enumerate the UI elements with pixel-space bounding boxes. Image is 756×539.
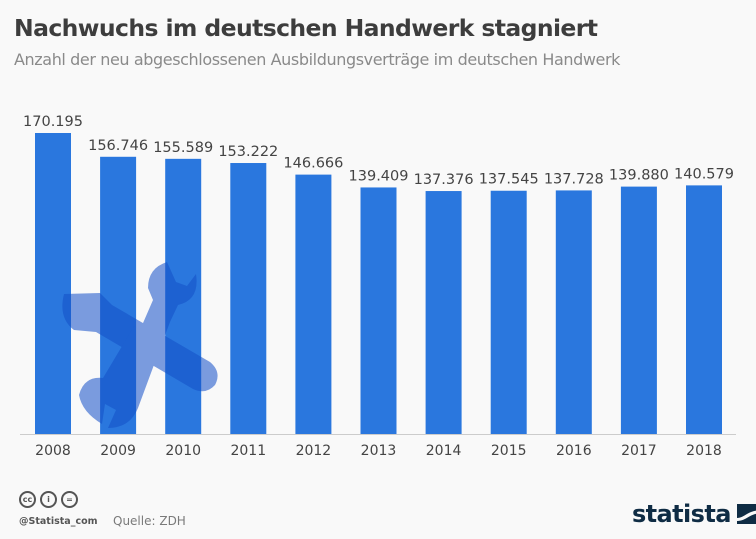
value-labels: 170.195 156.746 155.589 153.222 146.666 139.4… — [23, 114, 734, 188]
x-tick-label-2010: 2010 — [165, 443, 201, 459]
x-tick-label-2008: 2008 — [35, 443, 71, 459]
x-tick-label-2014: 2014 — [426, 443, 462, 459]
bar-chart: 2008 2009 2010 2011 2012 2013 2014 2015 2016 2017… — [20, 114, 736, 459]
value-label-2010: 155.589 — [153, 140, 213, 156]
x-axis-labels: 2008 2009 2010 2011 2012 2013 2014 2015 2016 2017… — [35, 443, 722, 459]
value-label-2014: 137.376 — [414, 172, 474, 188]
bar-2018 — [686, 185, 722, 434]
chart-subtitle: Anzahl der neu abgeschlossenen Ausbildun… — [14, 50, 621, 69]
value-label-2018: 140.579 — [674, 166, 734, 182]
cc-icon: cc — [19, 491, 36, 508]
x-tick-label-2011: 2011 — [230, 443, 266, 459]
x-tick-label-2009: 2009 — [100, 443, 136, 459]
x-tick-label-2013: 2013 — [361, 443, 397, 459]
x-tick-label-2016: 2016 — [556, 443, 592, 459]
statista-logo[interactable]: statista — [632, 502, 756, 526]
value-label-2017: 139.880 — [609, 168, 669, 184]
bar-2008 — [35, 133, 71, 434]
value-label-2013: 139.409 — [349, 168, 409, 184]
bar-2012 — [295, 174, 332, 435]
value-label-2008: 170.195 — [23, 114, 83, 130]
statista-handle[interactable]: @Statista_com — [19, 516, 98, 527]
bar-2014 — [425, 191, 462, 434]
x-tick-label-2012: 2012 — [296, 443, 332, 459]
bar-2016 — [555, 190, 592, 434]
value-label-2009: 156.746 — [88, 138, 148, 154]
statista-logo-icon — [736, 504, 756, 524]
value-label-2016: 137.728 — [544, 171, 604, 187]
attribution-icon: i — [40, 491, 57, 508]
bar-2015 — [490, 190, 527, 434]
value-label-2015: 137.545 — [479, 172, 539, 188]
license-icons: cc i = — [19, 491, 78, 508]
value-label-2012: 146.666 — [283, 156, 343, 172]
bar-2017 — [620, 186, 657, 434]
statista-logo-text: statista — [632, 500, 731, 528]
source-label: Quelle: ZDH — [113, 514, 186, 528]
x-tick-label-2017: 2017 — [621, 443, 657, 459]
wrench-and-screwdriver-icon — [62, 262, 218, 428]
x-tick-label-2015: 2015 — [491, 443, 527, 459]
bar-2013 — [360, 187, 397, 434]
bar-2011 — [230, 163, 267, 434]
x-tick-label-2018: 2018 — [686, 443, 722, 459]
value-label-2011: 153.222 — [218, 144, 278, 160]
chart-title: Nachwuchs im deutschen Handwerk stagnier… — [14, 14, 598, 42]
no-derivatives-icon: = — [61, 491, 78, 508]
